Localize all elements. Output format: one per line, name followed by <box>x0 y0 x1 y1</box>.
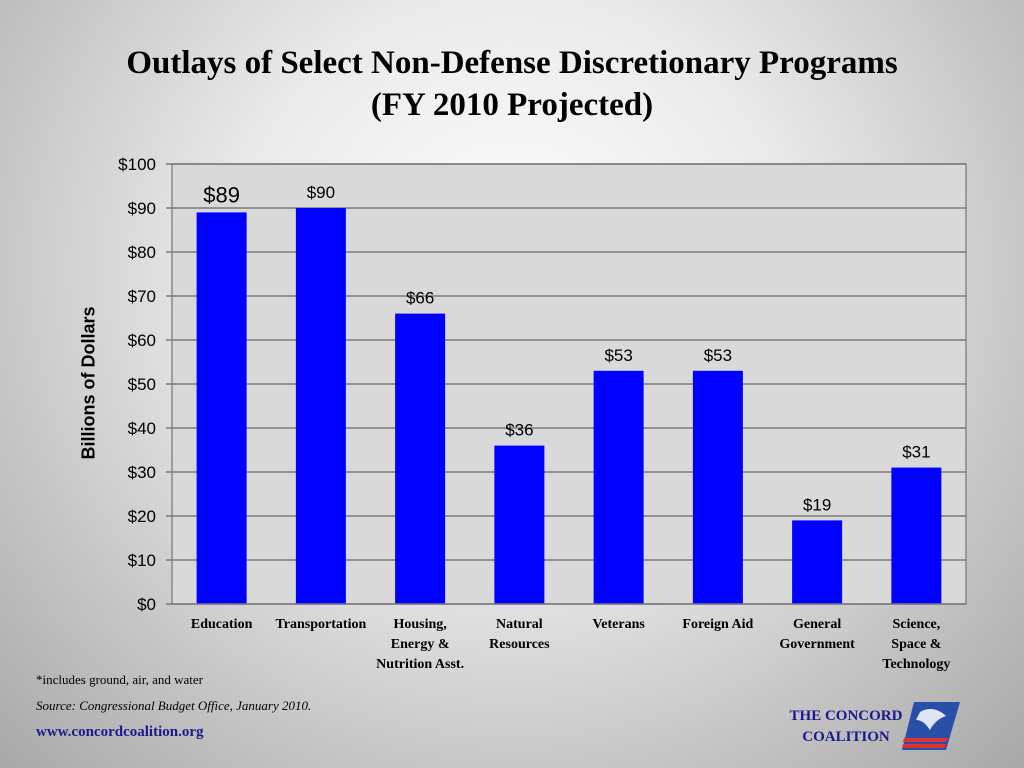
bar <box>692 370 743 604</box>
x-tick-label: Government <box>779 637 855 652</box>
chart-title-line2: (FY 2010 Projected) <box>370 87 654 123</box>
x-tick-label: General <box>793 617 841 632</box>
y-axis-label: Billions of Dollars <box>78 306 99 460</box>
logo-line2: COALITION <box>802 729 890 745</box>
y-tick-label: $50 <box>128 375 156 394</box>
website-link[interactable]: www.concordcoalition.org <box>36 724 204 740</box>
data-label: $31 <box>902 443 930 462</box>
bar-chart: $0 $10 $20 $30 $40 $50 $60 $70 $80 $90 $100 $89 Educ… <box>118 155 967 672</box>
x-tick-label: Resources <box>489 637 550 652</box>
y-tick-label: $0 <box>137 595 156 614</box>
x-tick-label: Space & <box>891 637 941 652</box>
eagle-flag-icon <box>902 702 960 750</box>
logo-text: THE CONCORD COALITION <box>776 706 916 748</box>
bar <box>295 208 346 604</box>
data-label: $90 <box>307 183 335 202</box>
bar <box>593 370 644 604</box>
x-tick-label: Natural <box>496 617 543 632</box>
data-label: $89 <box>203 182 240 207</box>
data-label: $53 <box>704 346 732 365</box>
logo-line1: THE CONCORD <box>789 708 903 724</box>
bar <box>395 313 446 604</box>
y-tick-label: $10 <box>128 551 156 570</box>
y-tick-label: $90 <box>128 199 156 218</box>
y-tick-label: $100 <box>118 155 156 174</box>
x-tick-label: Nutrition Asst. <box>376 657 464 672</box>
y-tick-label: $70 <box>128 287 156 306</box>
footnote: *includes ground, air, and water <box>36 672 203 687</box>
x-tick-label: Veterans <box>592 617 645 632</box>
bar <box>792 520 843 604</box>
data-label: $53 <box>604 346 632 365</box>
chart-title-line1: Outlays of Select Non-Defense Discretion… <box>126 45 898 81</box>
bar <box>891 467 942 604</box>
data-label: $36 <box>505 421 533 440</box>
data-label: $66 <box>406 289 434 308</box>
y-tick-label: $30 <box>128 463 156 482</box>
source-note: Source: Congressional Budget Office, Jan… <box>36 698 312 713</box>
x-tick-label: Transportation <box>276 617 367 632</box>
x-tick-label: Technology <box>882 657 950 672</box>
chart-title: Outlays of Select Non-Defense Discretion… <box>0 42 1024 126</box>
x-tick-label: Energy & <box>391 637 450 652</box>
y-tick-label: $20 <box>128 507 156 526</box>
concord-coalition-logo: THE CONCORD COALITION <box>776 700 966 756</box>
bar <box>494 445 545 604</box>
x-tick-label: Education <box>191 617 253 632</box>
y-tick-label: $80 <box>128 243 156 262</box>
data-label: $19 <box>803 495 831 514</box>
bar <box>196 212 247 604</box>
x-tick-label: Housing, <box>393 617 446 632</box>
y-tick-label: $60 <box>128 331 156 350</box>
x-tick-label: Science, <box>892 617 940 632</box>
y-tick-label: $40 <box>128 419 156 438</box>
x-tick-label: Foreign Aid <box>682 617 753 632</box>
